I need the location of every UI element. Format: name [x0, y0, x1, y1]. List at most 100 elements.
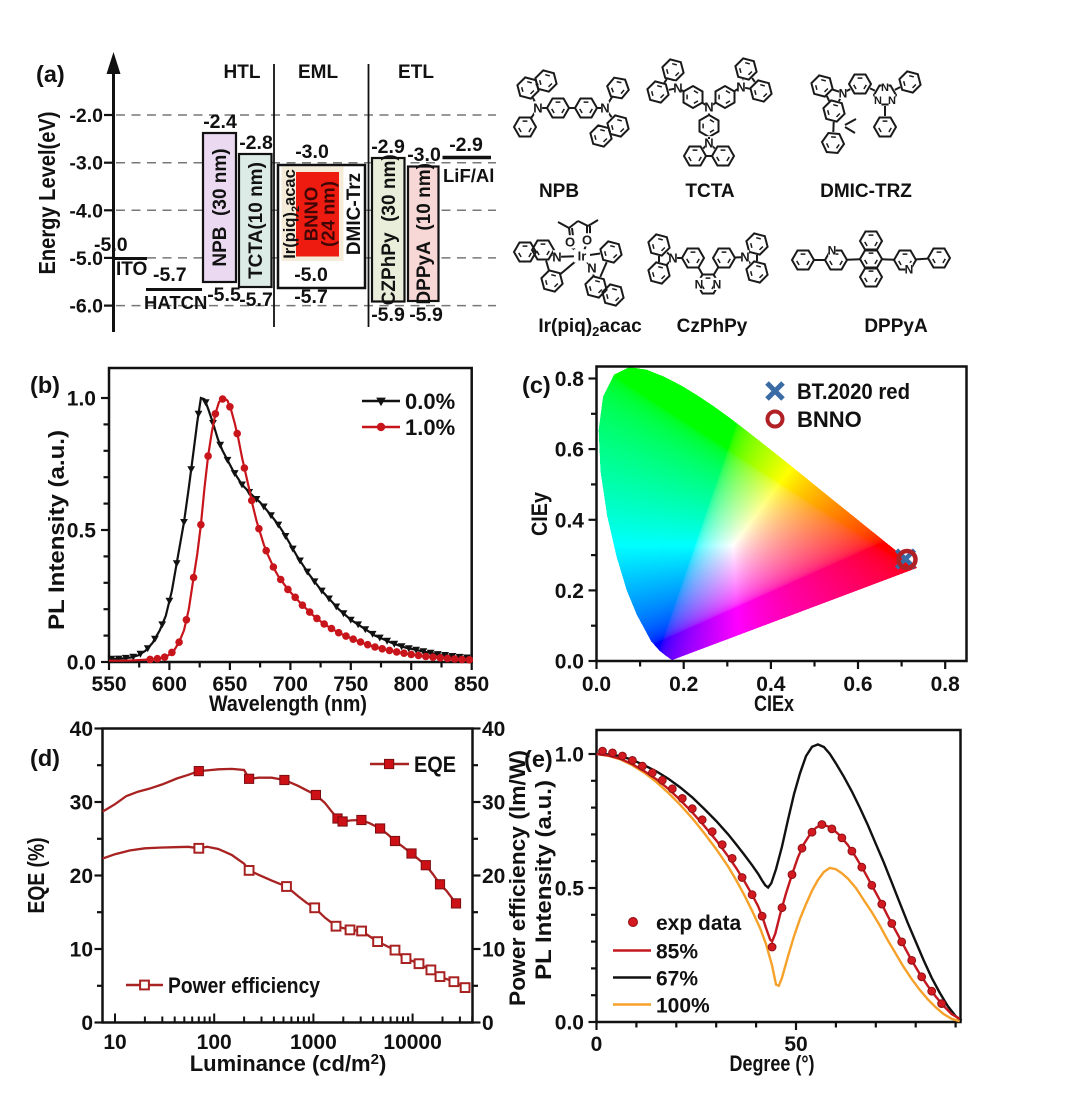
svg-text:0.6: 0.6 — [555, 439, 584, 462]
svg-text:-5.0: -5.0 — [294, 264, 328, 286]
svg-text:-2.0: -2.0 — [69, 105, 103, 127]
svg-text:N: N — [881, 82, 889, 94]
svg-text:750: 750 — [333, 673, 368, 696]
svg-text:67%: 67% — [656, 968, 698, 991]
svg-text:N: N — [673, 81, 682, 96]
svg-text:0.6: 0.6 — [843, 673, 872, 696]
svg-text:N: N — [713, 277, 722, 291]
svg-text:Degree (°): Degree (°) — [730, 1051, 815, 1076]
svg-text:Power efficiency (lm/W): Power efficiency (lm/W) — [505, 750, 530, 1006]
svg-text:-3.0: -3.0 — [69, 153, 103, 175]
svg-text:0: 0 — [81, 1012, 93, 1035]
svg-text:-5.9: -5.9 — [409, 304, 443, 326]
svg-text:0: 0 — [591, 1033, 603, 1056]
svg-text:-3.0: -3.0 — [407, 144, 441, 166]
svg-text:Luminance (cd/m2): Luminance (cd/m2) — [190, 1051, 387, 1076]
svg-text:0.2: 0.2 — [555, 580, 584, 603]
svg-text:Wavelength (nm): Wavelength (nm) — [209, 691, 367, 716]
svg-text:Ir: Ir — [578, 249, 587, 264]
svg-text:PL Intensity (a.u.): PL Intensity (a.u.) — [531, 780, 556, 980]
svg-text:DPPyA: DPPyA — [864, 316, 928, 337]
svg-text:20: 20 — [482, 865, 505, 888]
svg-text:TCTA(10 nm): TCTA(10 nm) — [246, 162, 267, 279]
svg-text:10: 10 — [103, 1031, 126, 1054]
svg-text:CIEy: CIEy — [527, 491, 552, 536]
svg-text:Ir(piq)2acac: Ir(piq)2acac — [281, 169, 302, 259]
svg-text:ETL: ETL — [398, 62, 434, 83]
svg-text:(c): (c) — [522, 372, 551, 398]
svg-text:40: 40 — [482, 718, 505, 741]
svg-text:N: N — [736, 80, 745, 95]
svg-text:exp data: exp data — [656, 912, 742, 935]
svg-text:DMIC-Trz: DMIC-Trz — [344, 173, 365, 255]
svg-text:EQE (%): EQE (%) — [23, 838, 49, 914]
svg-text:-2.8: -2.8 — [239, 132, 273, 154]
svg-text:N: N — [668, 251, 677, 266]
svg-text:1.0: 1.0 — [555, 744, 584, 767]
svg-text:Ir(piq)2acac: Ir(piq)2acac — [538, 316, 642, 339]
svg-text:50: 50 — [784, 1033, 807, 1056]
svg-text:ITO: ITO — [116, 259, 147, 280]
svg-text:BNNO: BNNO — [797, 407, 862, 432]
svg-text:-2.4: -2.4 — [203, 111, 237, 133]
svg-text:-5.7: -5.7 — [239, 289, 273, 311]
svg-text:NPB (30 nm): NPB (30 nm) — [210, 148, 231, 266]
svg-text:0.2: 0.2 — [669, 673, 698, 696]
svg-text:Power efficiency: Power efficiency — [168, 973, 321, 998]
svg-text:N: N — [533, 101, 542, 116]
svg-text:100%: 100% — [656, 995, 710, 1018]
svg-text:CZPhPy (30 nm): CZPhPy (30 nm) — [379, 154, 400, 305]
svg-text:BT.2020 red: BT.2020 red — [797, 379, 910, 404]
svg-text:O: O — [565, 235, 575, 250]
svg-text:0.4: 0.4 — [756, 673, 786, 696]
svg-text:850: 850 — [454, 673, 489, 696]
svg-text:DPPyA (10 nm): DPPyA (10 nm) — [414, 163, 435, 304]
svg-text:N: N — [905, 262, 914, 276]
svg-text:EQE: EQE — [414, 752, 456, 777]
svg-text:O: O — [582, 233, 592, 248]
svg-text:BNNO: BNNO — [301, 187, 322, 241]
svg-text:NPB: NPB — [539, 181, 579, 202]
svg-text:(b): (b) — [30, 372, 60, 398]
svg-text:LiF/Al: LiF/Al — [443, 165, 494, 186]
svg-text:-3.0: -3.0 — [295, 141, 329, 163]
svg-text:30: 30 — [70, 792, 93, 815]
svg-text:(24 nm): (24 nm) — [318, 181, 339, 247]
svg-text:800: 800 — [394, 673, 429, 696]
svg-text:(a): (a) — [36, 61, 65, 87]
svg-text:PL Intensity (a.u.): PL Intensity (a.u.) — [44, 430, 69, 630]
svg-text:0.0: 0.0 — [67, 652, 96, 675]
svg-text:1000: 1000 — [290, 1031, 337, 1054]
svg-text:600: 600 — [152, 673, 187, 696]
svg-text:HATCN: HATCN — [144, 292, 207, 313]
svg-text:N: N — [740, 250, 749, 265]
svg-text:N: N — [828, 243, 837, 257]
svg-text:100: 100 — [197, 1031, 232, 1054]
svg-text:0.0: 0.0 — [582, 673, 611, 696]
svg-text:N: N — [600, 101, 609, 116]
svg-text:85%: 85% — [656, 941, 698, 964]
svg-text:40: 40 — [70, 718, 93, 741]
svg-text:(d): (d) — [30, 745, 60, 771]
svg-text:DMIC-TRZ: DMIC-TRZ — [820, 181, 912, 202]
svg-text:10: 10 — [482, 939, 505, 962]
svg-text:0.8: 0.8 — [931, 673, 961, 696]
svg-text:N: N — [839, 86, 848, 100]
svg-text:10000: 10000 — [383, 1031, 441, 1054]
svg-text:-5.0: -5.0 — [69, 248, 103, 270]
svg-text:20: 20 — [70, 865, 93, 888]
svg-text:0.0: 0.0 — [555, 1012, 584, 1035]
svg-text:1.0: 1.0 — [67, 388, 96, 411]
svg-text:-2.9: -2.9 — [371, 136, 405, 158]
svg-text:0.8: 0.8 — [555, 368, 585, 391]
svg-text:0.4: 0.4 — [555, 509, 585, 532]
svg-text:550: 550 — [91, 673, 126, 696]
svg-text:700: 700 — [273, 673, 308, 696]
svg-text:Energy Level(eV): Energy Level(eV) — [34, 112, 60, 275]
svg-text:N: N — [874, 95, 882, 107]
svg-text:0.5: 0.5 — [555, 878, 585, 901]
svg-text:TCTA: TCTA — [685, 181, 735, 202]
svg-text:-5.5: -5.5 — [207, 284, 241, 306]
svg-text:10: 10 — [70, 939, 93, 962]
svg-text:N: N — [552, 250, 561, 265]
